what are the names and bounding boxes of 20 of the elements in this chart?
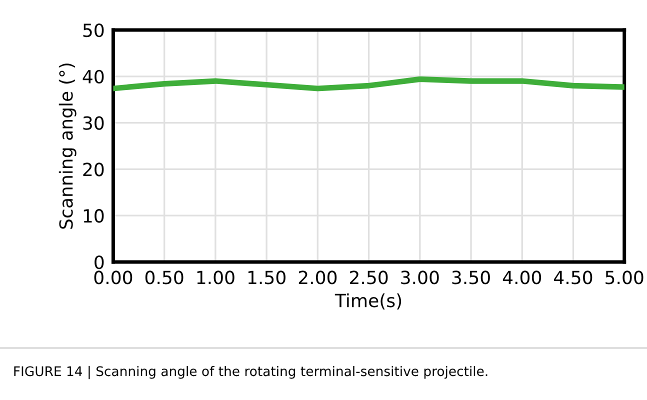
x-tick-label: 3.00 [401,270,439,284]
y-tick-label: 40 [82,70,104,84]
y-tick-label: 30 [83,116,104,130]
y-tick-label: 50 [83,23,104,38]
caption: FIGURE 14 | Scanning angle of the rotating terminal-sensitive projectile. [14,366,488,380]
x-tick-label: 5.00 [606,270,644,284]
x-tick-label: 0.50 [145,270,184,284]
y-tick-label: 10 [84,209,104,223]
x-tick-label: 4.50 [554,270,592,284]
y-tick-label: 0 [94,255,104,270]
x-tick-label: 0.00 [94,270,132,284]
x-tick-label: 3.50 [452,270,490,284]
y-axis-title: Scanning angle (°) [58,64,76,229]
x-tick-label: 2.50 [350,270,388,284]
x-tick-label: 2.00 [298,270,337,284]
x-axis-title: Time(s) [334,293,402,310]
x-tick-label: 1.50 [248,270,286,284]
y-tick-label: 20 [83,162,104,176]
x-tick-label: 1.00 [197,270,234,284]
x-tick-label: 4.00 [502,270,542,284]
